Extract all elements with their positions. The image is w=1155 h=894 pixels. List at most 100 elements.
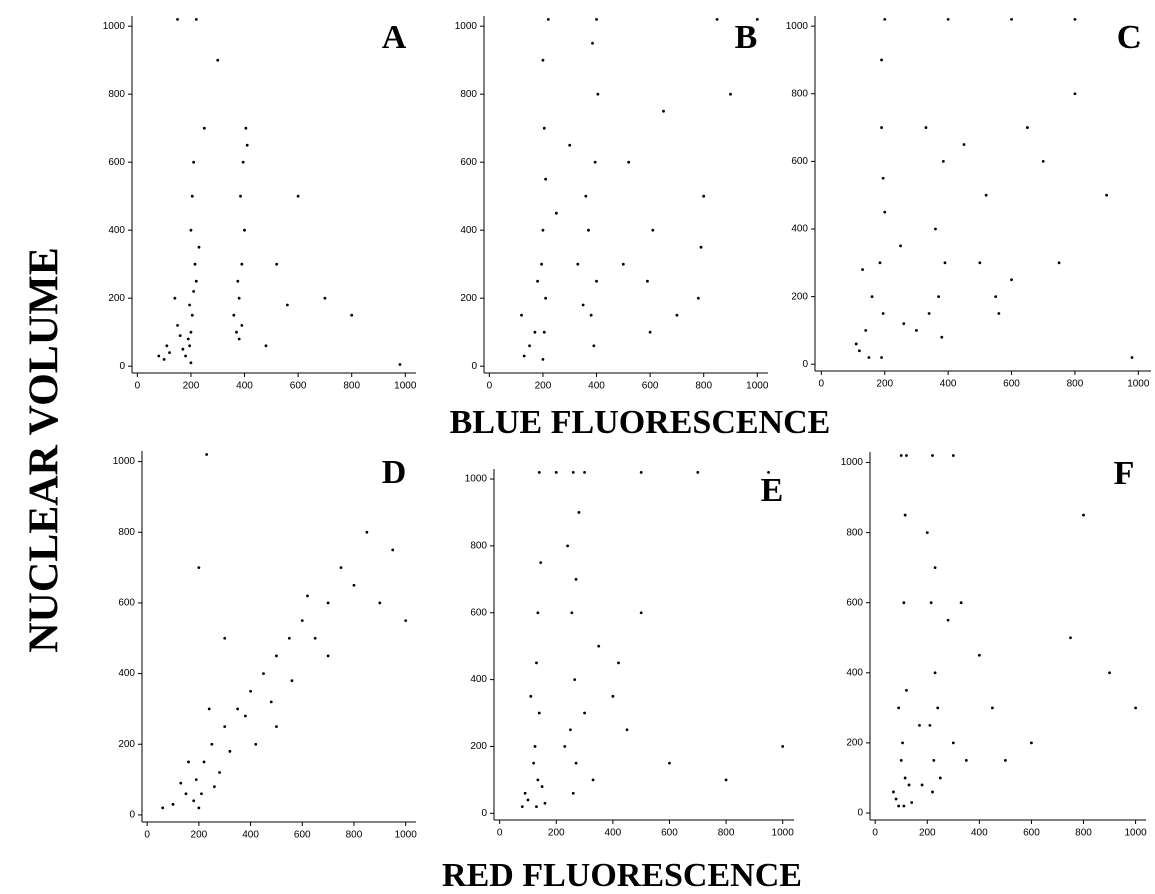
point xyxy=(194,279,198,283)
x-tick-label: 200 xyxy=(191,830,208,841)
point xyxy=(240,262,244,266)
y-tick-label: 800 xyxy=(460,89,477,100)
point xyxy=(189,361,193,365)
point xyxy=(621,262,625,266)
point xyxy=(533,745,537,748)
point xyxy=(168,351,171,354)
y-tick-label: 1000 xyxy=(465,474,488,485)
x-tick-label: 1000 xyxy=(394,381,417,392)
x-tick-label: 800 xyxy=(1075,828,1092,839)
point xyxy=(881,176,885,180)
y-axis-label: NUCLEAR VOLUME xyxy=(22,247,68,653)
point xyxy=(540,785,544,788)
point xyxy=(285,303,289,307)
point xyxy=(275,725,278,728)
point xyxy=(542,330,546,334)
point xyxy=(157,354,161,358)
y-tick-label: 400 xyxy=(470,674,487,685)
point xyxy=(767,470,770,474)
point xyxy=(205,453,209,456)
point xyxy=(192,160,196,164)
panel-label: A xyxy=(382,19,407,56)
point xyxy=(915,329,918,332)
panel: 0 200 400 600 800 1000 0 200 400 600 800 1000 E xyxy=(465,469,794,839)
point xyxy=(571,791,575,795)
point xyxy=(1073,17,1077,21)
point xyxy=(187,760,190,764)
point xyxy=(702,194,706,198)
point xyxy=(1136,41,1140,45)
y-tick-label: 1000 xyxy=(786,21,809,32)
point xyxy=(202,126,206,130)
point xyxy=(1010,17,1013,21)
x-tick-label: 800 xyxy=(718,828,735,839)
point xyxy=(715,18,719,21)
x-tick-label: 800 xyxy=(343,381,360,392)
point xyxy=(243,714,247,718)
x-tick-label: 0 xyxy=(135,381,141,392)
point xyxy=(554,211,558,215)
y-tick-label: 800 xyxy=(470,541,487,552)
point xyxy=(903,776,907,780)
y-tick-label: 0 xyxy=(802,359,808,370)
point xyxy=(1082,513,1085,517)
x-tick-label: 200 xyxy=(876,379,893,390)
point xyxy=(978,261,982,265)
point xyxy=(593,160,597,164)
point xyxy=(207,707,211,711)
point xyxy=(537,470,541,474)
point xyxy=(899,244,902,248)
y-tick-label: 800 xyxy=(108,89,125,100)
point xyxy=(696,470,700,474)
point xyxy=(951,454,955,457)
x-tick-label: 1000 xyxy=(395,830,418,841)
point xyxy=(1134,706,1137,710)
point xyxy=(883,17,887,21)
point xyxy=(651,228,655,232)
x-tick-label: 400 xyxy=(236,381,253,392)
point xyxy=(924,126,928,129)
point xyxy=(526,798,530,802)
point xyxy=(239,194,242,198)
point xyxy=(910,801,914,804)
point xyxy=(941,159,945,163)
point xyxy=(864,329,868,332)
point xyxy=(639,611,643,615)
point xyxy=(563,745,567,748)
point xyxy=(990,706,994,710)
y-tick-label: 1000 xyxy=(113,456,136,467)
point xyxy=(352,583,356,587)
point xyxy=(573,678,577,681)
point xyxy=(237,296,241,300)
point xyxy=(313,636,317,640)
y-tick-label: 600 xyxy=(460,157,477,168)
x-tick-label: 0 xyxy=(144,830,150,841)
point xyxy=(902,322,906,326)
y-tick-label: 400 xyxy=(791,224,808,235)
point xyxy=(244,126,248,130)
point xyxy=(781,745,785,748)
point xyxy=(536,778,540,782)
point xyxy=(541,228,545,232)
point xyxy=(668,761,671,765)
point xyxy=(176,324,179,327)
point xyxy=(566,544,569,548)
y-tick-label: 800 xyxy=(791,88,808,99)
point xyxy=(962,143,966,146)
point xyxy=(391,548,395,552)
y-tick-label: 400 xyxy=(108,225,125,236)
point xyxy=(936,706,940,710)
x-tick-label: 200 xyxy=(183,381,200,392)
y-tick-label: 200 xyxy=(460,293,477,304)
point xyxy=(933,566,937,570)
point xyxy=(854,342,858,346)
point xyxy=(323,296,327,300)
point xyxy=(533,330,537,334)
y-tick-label: 200 xyxy=(470,741,487,752)
point xyxy=(595,279,598,283)
point xyxy=(857,349,861,353)
point xyxy=(542,126,546,130)
panel: 0 200 400 600 800 1000 0 200 400 600 800 1000 F xyxy=(841,452,1147,839)
x-tick-label: 1000 xyxy=(1127,379,1150,390)
point xyxy=(646,279,649,283)
